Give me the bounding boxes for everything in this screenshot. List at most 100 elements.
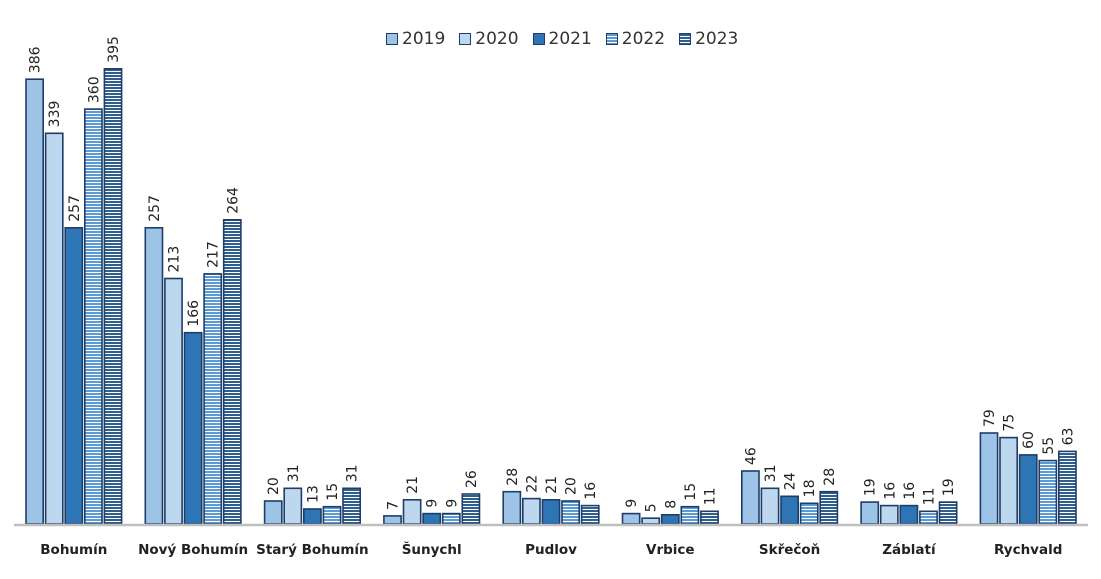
value-label-2021-7: 24 <box>783 472 799 490</box>
bar-2022-4 <box>441 512 461 525</box>
legend: 2019 2020 2021 2022 2023 <box>386 29 738 49</box>
value-label-2021-2: 166 <box>186 300 202 327</box>
bar-2019-8 <box>860 501 880 525</box>
bar-2022-5 <box>561 500 581 525</box>
value-label-2023-2: 264 <box>225 187 241 214</box>
bar-2020-6 <box>641 517 661 525</box>
value-label-2019-9: 79 <box>982 409 998 427</box>
legend-swatch-2021 <box>532 33 545 45</box>
value-label-2023-3: 31 <box>345 464 361 482</box>
value-label-2021-6: 8 <box>663 500 679 509</box>
legend-item-2020: 2020 <box>459 29 519 49</box>
value-label-2021-1: 257 <box>67 195 83 222</box>
value-label-2019-5: 28 <box>505 468 521 486</box>
value-label-2019-2: 257 <box>147 195 163 222</box>
bar-2019-9 <box>979 432 999 525</box>
value-label-2019-7: 46 <box>743 447 759 465</box>
value-label-2021-3: 13 <box>305 485 321 503</box>
bar-2019-1 <box>25 78 45 525</box>
bar-2021-8 <box>899 504 919 525</box>
legend-label-2020: 2020 <box>475 29 519 49</box>
value-label-2023-9: 63 <box>1060 428 1076 446</box>
value-label-2022-4: 9 <box>444 499 460 508</box>
legend-swatch-2020 <box>459 33 472 45</box>
category-label-7: Skřečoň <box>759 542 820 558</box>
value-label-2020-6: 5 <box>644 503 660 512</box>
value-label-2022-8: 11 <box>922 487 938 505</box>
bar-2019-6 <box>621 512 641 525</box>
bar-2020-3 <box>283 487 303 525</box>
category-label-6: Vrbice <box>646 542 695 558</box>
bar-2020-8 <box>879 504 899 525</box>
legend-label-2019: 2019 <box>402 29 446 49</box>
bar-2022-6 <box>680 505 700 525</box>
value-label-2021-8: 16 <box>902 482 918 500</box>
legend-swatch-2019 <box>386 33 398 45</box>
value-label-2020-7: 31 <box>763 464 779 482</box>
legend-item-2021: 2021 <box>532 29 592 49</box>
value-label-2021-5: 21 <box>544 476 560 494</box>
value-label-2019-3: 20 <box>266 477 282 495</box>
category-label-1: Bohumín <box>40 542 107 558</box>
value-label-2020-3: 31 <box>286 464 302 482</box>
value-label-2019-4: 7 <box>386 501 402 510</box>
bar-2020-7 <box>760 487 780 525</box>
bar-2022-9 <box>1038 459 1058 525</box>
bars-layer <box>25 68 1077 525</box>
legend-label-2021: 2021 <box>548 29 592 49</box>
value-label-2019-1: 386 <box>28 46 44 73</box>
value-label-2021-4: 9 <box>425 499 441 508</box>
value-label-2020-9: 75 <box>1002 414 1018 432</box>
value-label-2023-4: 26 <box>464 470 480 488</box>
bar-2019-7 <box>740 470 760 525</box>
bar-2022-7 <box>799 502 819 525</box>
legend-label-2022: 2022 <box>621 29 666 49</box>
legend-swatch-2022 <box>605 33 618 45</box>
bar-2020-9 <box>999 436 1019 525</box>
bar-2023-2 <box>222 219 242 525</box>
category-label-5: Pudlov <box>525 542 577 558</box>
value-label-2023-1: 395 <box>106 36 122 63</box>
category-label-2: Nový Bohumín <box>138 542 248 558</box>
value-label-2022-2: 217 <box>206 241 222 268</box>
legend-item-2022: 2022 <box>605 29 666 49</box>
value-label-2020-2: 213 <box>167 246 183 273</box>
value-label-2019-8: 19 <box>863 478 879 496</box>
bar-2023-3 <box>342 487 362 525</box>
value-label-2022-3: 15 <box>325 483 341 501</box>
bar-2023-5 <box>580 504 600 525</box>
legend-label-2023: 2023 <box>695 29 739 49</box>
value-label-2020-8: 16 <box>882 482 898 500</box>
value-label-2022-6: 15 <box>683 483 699 501</box>
value-label-2023-5: 16 <box>583 482 599 500</box>
bar-2020-1 <box>44 132 64 525</box>
value-label-2022-7: 18 <box>802 479 818 497</box>
bar-2023-8 <box>938 501 958 525</box>
value-label-2021-9: 60 <box>1021 431 1037 449</box>
bar-2022-2 <box>203 273 223 525</box>
bar-2021-3 <box>302 508 322 525</box>
value-label-2022-1: 360 <box>86 76 102 103</box>
value-label-2022-5: 20 <box>564 477 580 495</box>
bar-2022-1 <box>84 108 103 525</box>
bar-2023-7 <box>819 490 839 525</box>
value-label-2020-4: 21 <box>405 476 421 494</box>
value-label-2023-8: 19 <box>941 478 957 496</box>
value-label-2022-9: 55 <box>1041 437 1057 455</box>
category-label-8: Záblatí <box>882 542 937 558</box>
bar-2023-1 <box>103 68 123 525</box>
bar-2021-9 <box>1018 454 1038 525</box>
value-label-2020-5: 22 <box>524 475 540 493</box>
category-label-3: Starý Bohumín <box>256 542 369 558</box>
legend-item-2019: 2019 <box>386 29 445 49</box>
bar-2020-2 <box>164 277 183 525</box>
bar-2020-4 <box>402 498 422 525</box>
value-label-2019-6: 9 <box>624 499 640 508</box>
bar-2020-5 <box>521 497 541 525</box>
bar-2021-5 <box>541 498 561 525</box>
bar-2022-8 <box>919 510 938 525</box>
bar-2021-4 <box>422 512 442 525</box>
bar-2019-3 <box>263 500 283 525</box>
